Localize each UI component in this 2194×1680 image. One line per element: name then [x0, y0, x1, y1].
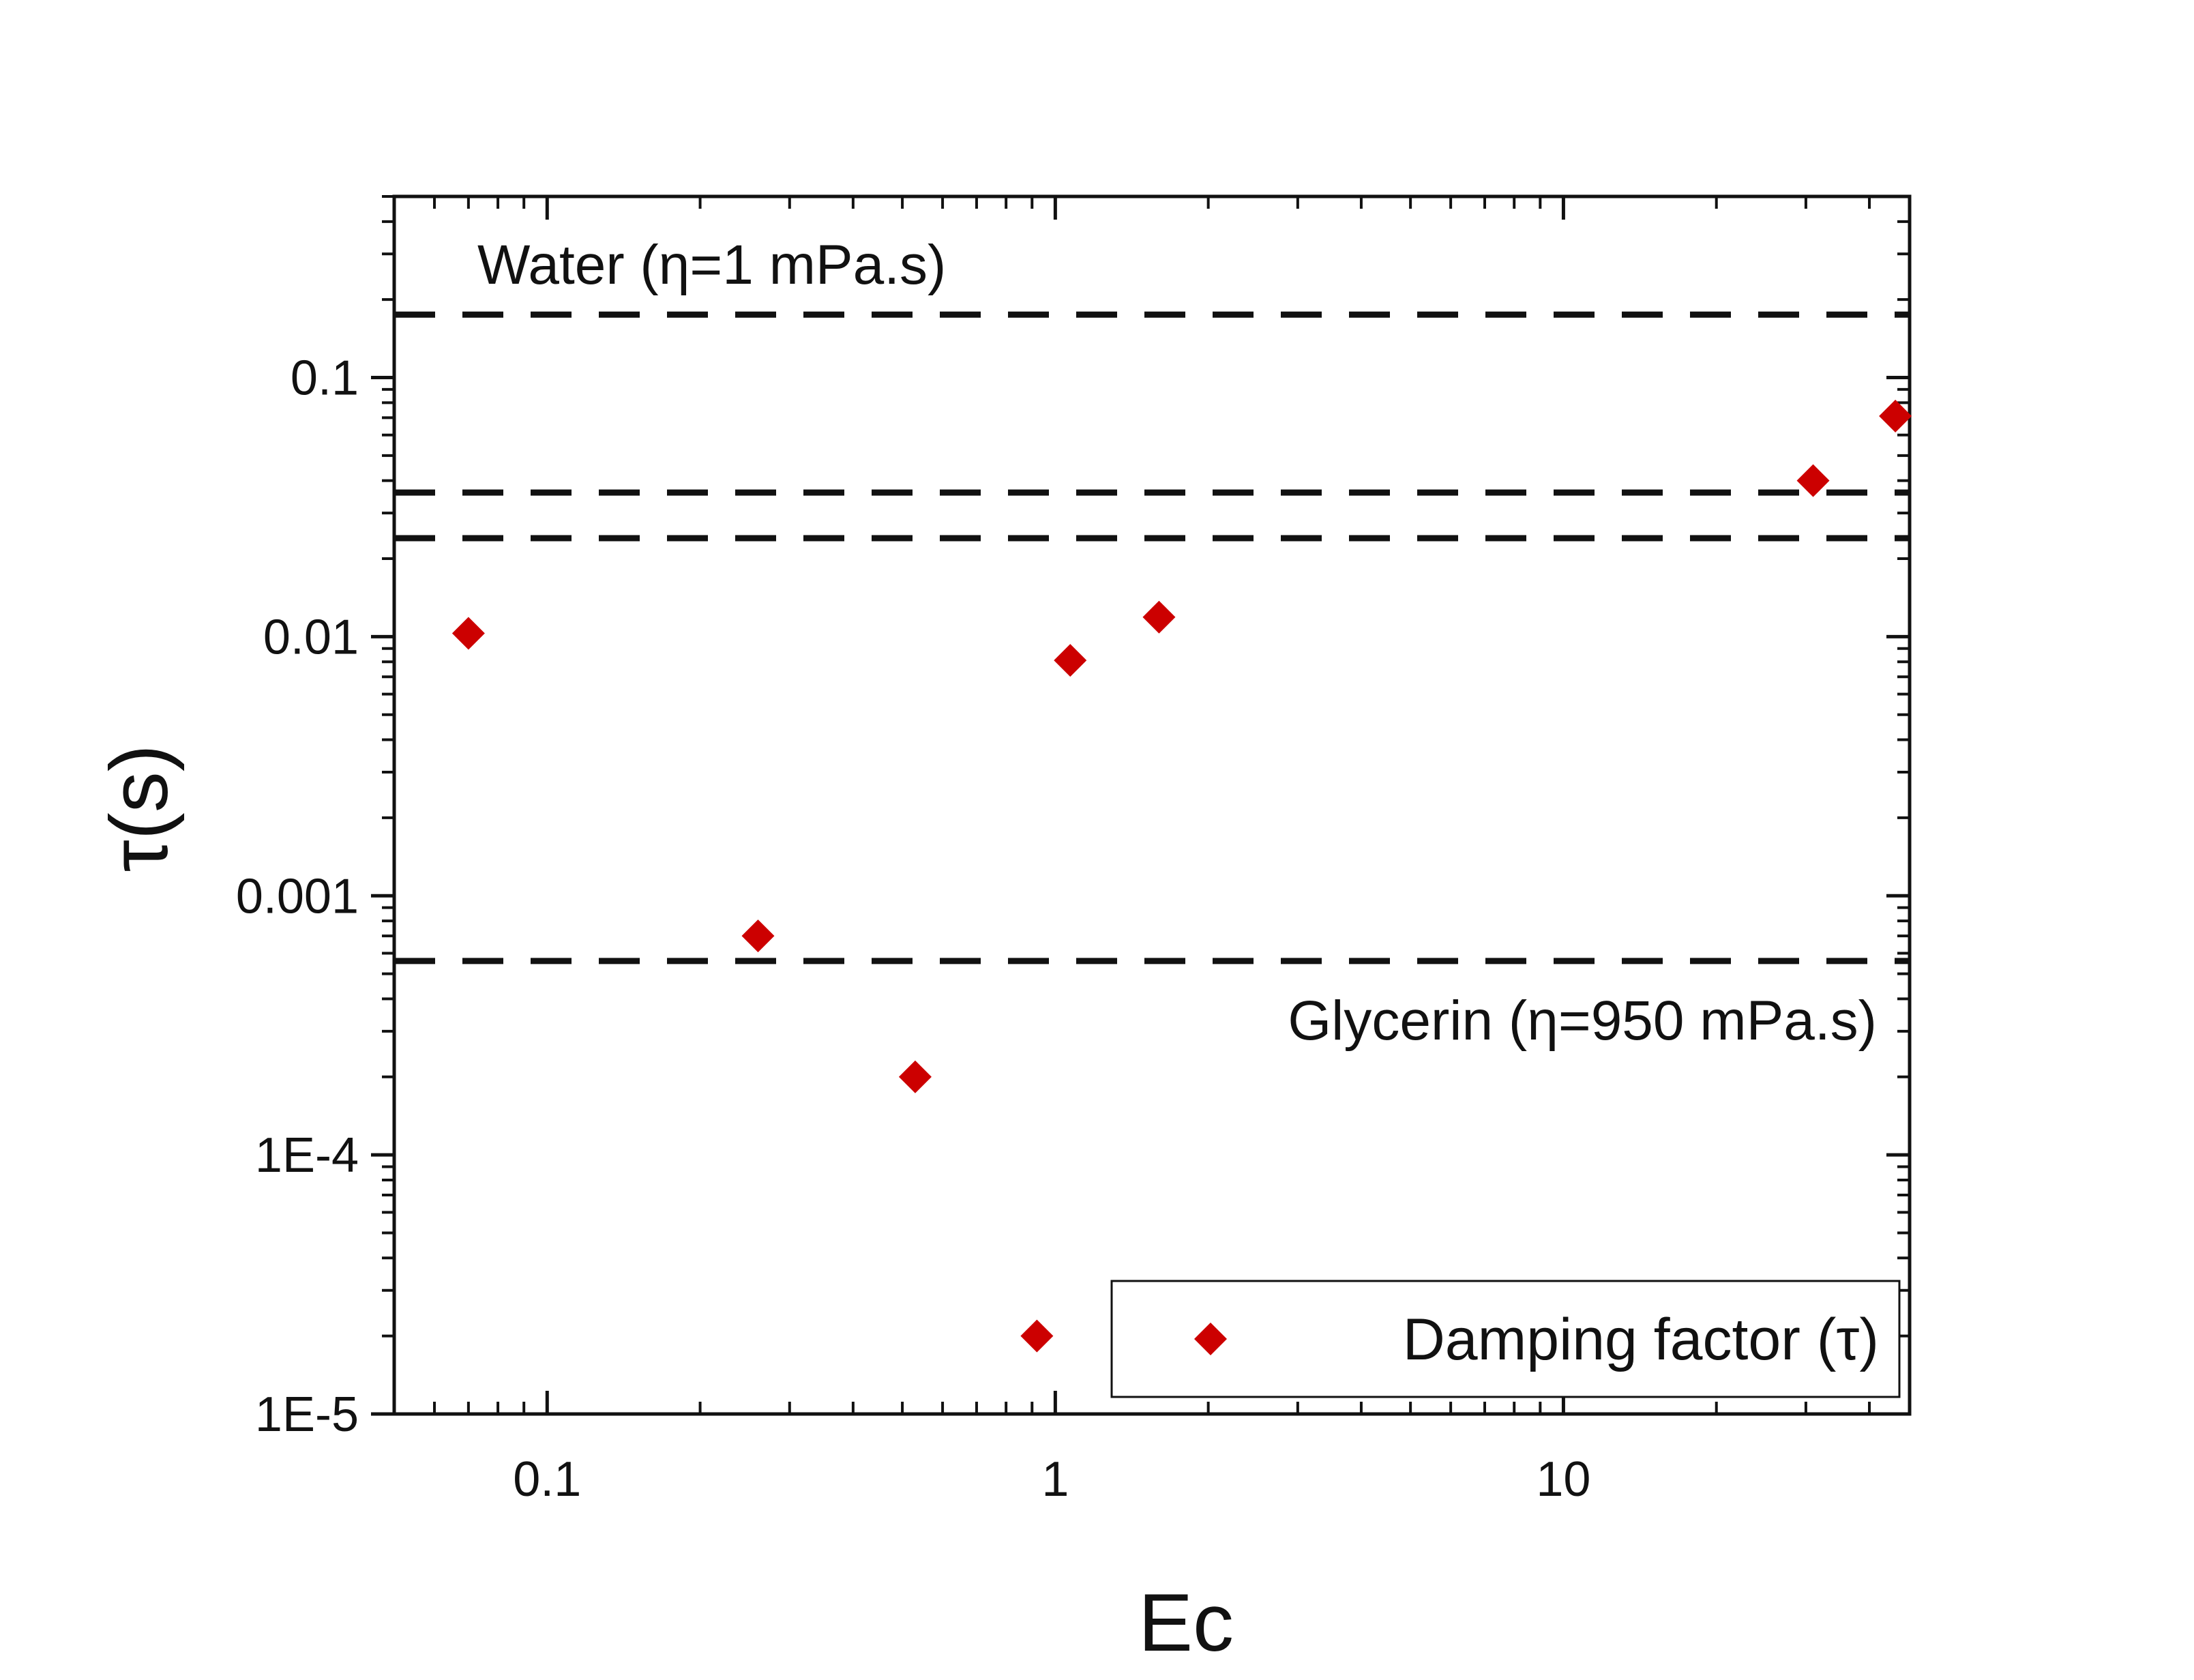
legend-marker — [1194, 1323, 1227, 1355]
legend-box — [1110, 1280, 1901, 1398]
data-point-8 — [1879, 400, 1912, 433]
annotation-glycerin: Glycerin (η=950 mPa.s) — [1288, 990, 1877, 1052]
annotation-water: Water (η=1 mPa.s) — [477, 234, 946, 296]
plot-frame — [392, 194, 1912, 1416]
x-axis-title: Ec — [1138, 1577, 1234, 1668]
y-tick-label: 0.1 — [291, 351, 359, 406]
y-tick-label: 0.001 — [236, 869, 359, 924]
x-tick-label: 0.1 — [513, 1452, 581, 1507]
y-tick-label: 1E-4 — [255, 1128, 359, 1183]
y-tick-label: 0.01 — [263, 610, 359, 664]
data-point-7 — [1796, 464, 1830, 497]
data-point-5 — [1054, 644, 1087, 677]
data-point-4 — [1020, 1319, 1054, 1353]
x-tick-label: 1 — [1041, 1452, 1069, 1507]
plot-layer: 0.1 1 10 0.1 0.01 0.001 1E-4 1E-5 Ec τ(s) Water (η… — [93, 194, 1912, 1668]
y-tick-label: 1E-5 — [255, 1387, 359, 1442]
y-axis-title: τ(s) — [93, 744, 185, 872]
x-tick-label: 10 — [1536, 1452, 1590, 1507]
data-point-1 — [451, 617, 485, 650]
legend-label: Damping factor (τ) — [1403, 1307, 1879, 1372]
data-point-6 — [1142, 600, 1176, 634]
data-point-3 — [898, 1060, 932, 1093]
data-point-2 — [741, 919, 775, 953]
